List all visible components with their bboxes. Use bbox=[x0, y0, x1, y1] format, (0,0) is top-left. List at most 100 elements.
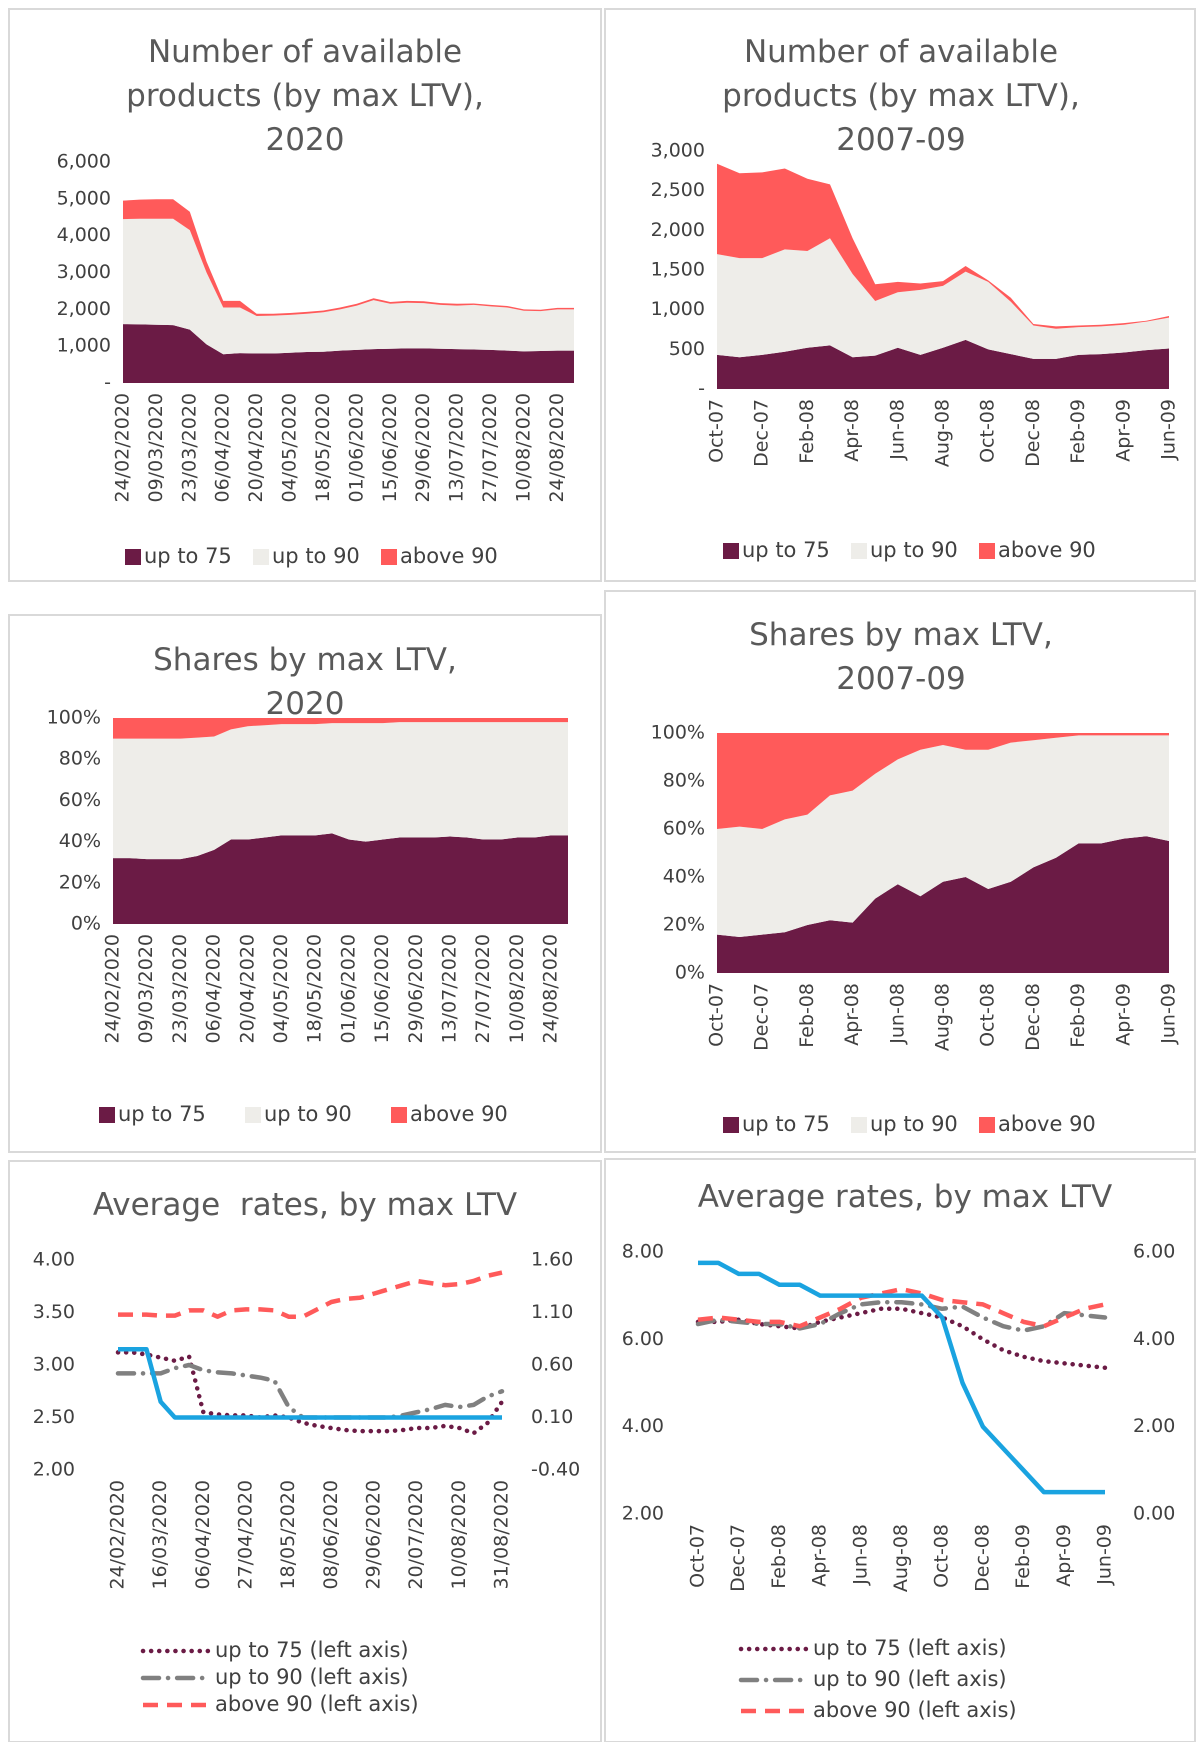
x-tick-label: Feb-09 bbox=[1012, 1524, 1034, 1589]
legend-label: up to 90 (left axis) bbox=[215, 1665, 409, 1689]
x-tick-label: 06/04/2020 bbox=[212, 393, 234, 503]
legend-label: up to 90 (left axis) bbox=[813, 1667, 1007, 1691]
x-tick-label: 24/02/2020 bbox=[102, 934, 124, 1044]
x-tick-label: 06/04/2020 bbox=[203, 934, 225, 1044]
legend-label: above 90 bbox=[410, 1102, 508, 1126]
x-tick-label: 18/05/2020 bbox=[277, 1480, 299, 1590]
legend-label: up to 75 (left axis) bbox=[813, 1636, 1007, 1660]
y2-tick-label: 2.00 bbox=[1133, 1415, 1175, 1437]
y-tick-label: 3.50 bbox=[33, 1301, 75, 1323]
x-tick-label: 24/02/2020 bbox=[107, 1480, 129, 1590]
x-tick-label: 01/06/2020 bbox=[337, 934, 359, 1044]
x-tick-label: Apr-08 bbox=[841, 399, 863, 462]
x-tick-label: Dec-07 bbox=[751, 983, 773, 1051]
chart-title: Number of available products (by max LTV… bbox=[722, 34, 1090, 158]
area bbox=[717, 163, 1169, 329]
x-tick-label: 27/07/2020 bbox=[479, 393, 501, 503]
y-tick-label: 20% bbox=[59, 871, 101, 893]
x-tick-label: 10/08/2020 bbox=[512, 393, 534, 503]
x-tick-label: 13/07/2020 bbox=[446, 393, 468, 503]
legend-swatch bbox=[979, 1117, 995, 1133]
chart-title: Average rates, by max LTV bbox=[92, 1187, 518, 1223]
x-tick-label: Feb-09 bbox=[1067, 983, 1089, 1048]
legend-label: up to 90 bbox=[264, 1102, 352, 1126]
x-tick-label: 27/07/2020 bbox=[472, 934, 494, 1044]
area bbox=[717, 339, 1169, 389]
legend-label: up to 90 bbox=[272, 544, 360, 568]
legend-label: up to 75 bbox=[118, 1102, 206, 1126]
y-tick-label: 2.00 bbox=[33, 1459, 75, 1481]
x-tick-label: 24/02/2020 bbox=[112, 393, 134, 503]
y-tick-label: 4.00 bbox=[33, 1249, 75, 1271]
x-tick-label: Jun-09 bbox=[1158, 983, 1180, 1045]
line bbox=[695, 1306, 1108, 1370]
x-tick-label: 09/03/2020 bbox=[135, 934, 157, 1044]
area bbox=[113, 833, 568, 924]
y-tick-label: 5,000 bbox=[57, 187, 111, 209]
y2-tick-label: 0.10 bbox=[531, 1406, 573, 1428]
x-tick-label: Apr-09 bbox=[1053, 1524, 1075, 1587]
y-tick-label: 2,000 bbox=[651, 219, 705, 241]
x-tick-label: 15/06/2020 bbox=[371, 934, 393, 1044]
x-tick-label: 31/08/2020 bbox=[491, 1480, 513, 1590]
legend-swatch bbox=[723, 1117, 739, 1133]
x-tick-label: Aug-08 bbox=[932, 399, 954, 467]
x-tick-label: 08/06/2020 bbox=[320, 1480, 342, 1590]
y-tick-label: 60% bbox=[59, 789, 101, 811]
panel bbox=[604, 590, 1196, 1153]
y-tick-label: 20% bbox=[663, 914, 705, 936]
x-tick-label: Dec-08 bbox=[971, 1524, 993, 1592]
x-tick-label: 20/07/2020 bbox=[405, 1480, 427, 1590]
y2-tick-label: 4.00 bbox=[1133, 1328, 1175, 1350]
x-tick-label: Oct-07 bbox=[706, 983, 728, 1047]
legend-label: up to 75 bbox=[742, 538, 830, 562]
legend-label: up to 75 bbox=[144, 544, 232, 568]
x-tick-label: Apr-09 bbox=[1112, 399, 1134, 462]
y-tick-label: 500 bbox=[669, 338, 705, 360]
y-tick-label: 100% bbox=[47, 707, 101, 729]
y-tick-label: 2.50 bbox=[33, 1406, 75, 1428]
y-tick-label: 80% bbox=[663, 770, 705, 792]
x-tick-label: Apr-08 bbox=[841, 983, 863, 1046]
area bbox=[717, 733, 1169, 829]
x-tick-label: Oct-08 bbox=[931, 1524, 953, 1588]
y-tick-label: 4,000 bbox=[57, 224, 111, 246]
y2-tick-label: 0.00 bbox=[1133, 1503, 1175, 1525]
area bbox=[123, 199, 574, 316]
legend-swatch bbox=[381, 549, 397, 565]
x-tick-label: Dec-07 bbox=[751, 399, 773, 467]
x-tick-label: 10/08/2020 bbox=[448, 1480, 470, 1590]
area bbox=[717, 836, 1169, 973]
x-tick-label: 10/08/2020 bbox=[506, 934, 528, 1044]
y-tick-label: 0% bbox=[675, 962, 705, 984]
x-tick-label: 24/08/2020 bbox=[546, 393, 568, 503]
panel bbox=[8, 8, 602, 582]
x-tick-label: Jun-09 bbox=[1094, 1524, 1116, 1586]
y-tick-label: 1,000 bbox=[651, 298, 705, 320]
x-tick-label: 23/03/2020 bbox=[169, 934, 191, 1044]
y-tick-label: 40% bbox=[663, 866, 705, 888]
x-tick-label: 06/04/2020 bbox=[192, 1480, 214, 1590]
x-tick-label: 13/07/2020 bbox=[439, 934, 461, 1044]
legend-label: up to 90 bbox=[870, 538, 958, 562]
line bbox=[695, 1299, 1108, 1333]
y2-tick-label: 0.60 bbox=[531, 1354, 573, 1376]
x-tick-label: Oct-08 bbox=[977, 983, 999, 1047]
x-tick-label: 29/06/2020 bbox=[412, 393, 434, 503]
y-tick-label: 1,500 bbox=[651, 259, 705, 281]
legend-swatch bbox=[979, 543, 995, 559]
legend-swatch bbox=[245, 1107, 261, 1123]
x-tick-label: Apr-09 bbox=[1112, 983, 1134, 1046]
y-tick-label: 80% bbox=[59, 748, 101, 770]
y2-tick-label: 6.00 bbox=[1133, 1241, 1175, 1263]
y-tick-label: 60% bbox=[663, 818, 705, 840]
legend-swatch bbox=[253, 549, 269, 565]
legend-swatch bbox=[99, 1107, 115, 1123]
x-tick-label: Dec-08 bbox=[1022, 983, 1044, 1051]
x-tick-label: Oct-08 bbox=[977, 399, 999, 463]
y-tick-label: 4.00 bbox=[622, 1415, 664, 1437]
x-tick-label: Jun-08 bbox=[886, 983, 908, 1045]
y-tick-label: 6,000 bbox=[57, 151, 111, 173]
legend-label: up to 75 (left axis) bbox=[215, 1638, 409, 1662]
x-tick-label: Feb-08 bbox=[768, 1524, 790, 1589]
